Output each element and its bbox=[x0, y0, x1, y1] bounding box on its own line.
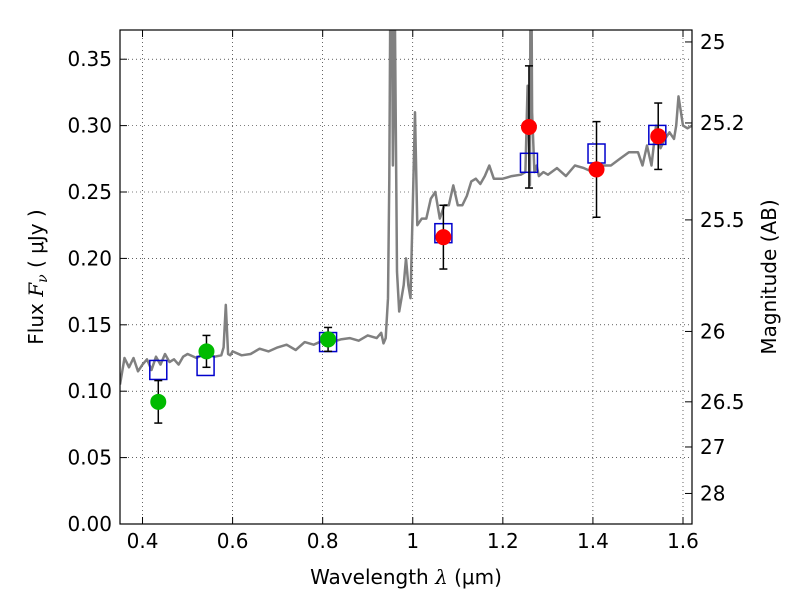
plot-frame bbox=[119, 29, 693, 525]
y2-tick-label: 25 bbox=[700, 30, 725, 54]
y-tick-label: 0.05 bbox=[67, 446, 112, 470]
x-tick-label: 1.4 bbox=[577, 529, 609, 553]
observed-point bbox=[650, 128, 667, 145]
data-series bbox=[120, 30, 692, 424]
observed-point bbox=[150, 393, 167, 410]
model-square-point bbox=[196, 355, 215, 377]
grid-lines bbox=[120, 30, 692, 525]
observed-point bbox=[198, 343, 215, 360]
y-axis-label: Flux Fν ( μJy ) bbox=[24, 209, 51, 344]
y-tick-label: 0.25 bbox=[67, 180, 112, 204]
x-tick-label: 1.6 bbox=[667, 529, 699, 553]
y-tick-label: 0.20 bbox=[67, 246, 112, 270]
y-tick-label: 0.30 bbox=[67, 114, 112, 138]
y2-tick-label: 28 bbox=[700, 481, 725, 505]
y-tick-label: 0.10 bbox=[67, 379, 112, 403]
observed-point bbox=[588, 161, 605, 178]
y-tick-label: 0.35 bbox=[67, 47, 112, 71]
axis-ticks: 0.4 0.6 0.8 1 1.2 1.4 1.6 0.00 0.05 0.10 0.15 0.20 0… bbox=[67, 30, 744, 553]
observed-point bbox=[320, 331, 337, 348]
x-tick-label: 0.4 bbox=[127, 529, 159, 553]
x-tick-label: 1 bbox=[406, 529, 419, 553]
x-tick-label: 0.6 bbox=[217, 529, 249, 553]
y2-tick-label: 26 bbox=[700, 319, 725, 343]
x-tick-label: 0.8 bbox=[307, 529, 339, 553]
y-tick-label: 0.00 bbox=[67, 512, 112, 536]
observed-point bbox=[435, 229, 452, 246]
y2-tick-label: 25.5 bbox=[700, 208, 745, 232]
x-tick-label: 1.2 bbox=[487, 529, 519, 553]
y2-tick-label: 26.5 bbox=[700, 390, 745, 414]
observed-point bbox=[520, 118, 537, 135]
model-square-point bbox=[149, 359, 168, 381]
spectrum-line bbox=[120, 30, 692, 385]
y-tick-label: 0.15 bbox=[67, 313, 112, 337]
x-axis-label: Wavelength λ (μm) bbox=[310, 565, 502, 589]
y2-tick-label: 27 bbox=[700, 435, 725, 459]
y2-axis-label: Magnitude (AB) bbox=[757, 199, 781, 354]
y2-tick-label: 25.2 bbox=[700, 111, 745, 135]
